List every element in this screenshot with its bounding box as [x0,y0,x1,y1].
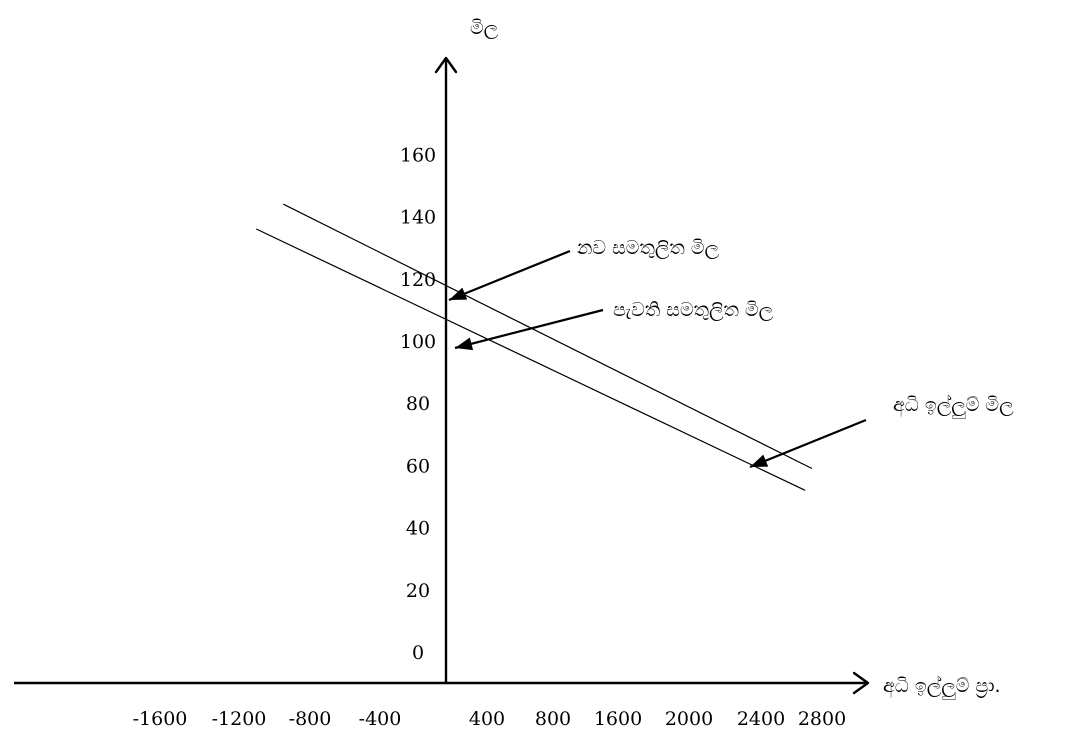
series-lines [256,203,813,491]
annotation-arrowhead-3 [750,454,769,467]
y-tick-label: 20 [406,580,430,602]
y-axis-arrowhead [434,56,458,74]
annotations: නව සමතුලිත මිල පැවති සමතුලිත මිල අධි ඉල්ලු… [448,237,1014,469]
annotation-label-3: අධි ඉල්ලුම් මිල [893,394,1014,419]
series-line-1 [283,203,813,470]
annotation-arrow-3 [749,418,867,469]
annotation-arrowhead-2 [455,337,474,351]
y-tick-label: 140 [400,207,436,229]
annotation-label-1: නව සමතුලිත මිල [577,237,720,259]
x-tick-label: -1200 [212,708,267,730]
x-tick-label: 400 [469,708,505,730]
y-tick-label: 120 [400,269,436,291]
annotation-arrow-1 [448,249,571,302]
x-axis-arrowhead [852,671,870,695]
annotation-arrowhead-1 [449,287,468,300]
x-tick-label: 2000 [665,708,713,730]
y-tick-label: 100 [400,331,436,353]
y-tick-label: 0 [412,642,424,664]
x-tick-label: -1600 [133,708,188,730]
y-axis-label: මිල [470,17,499,39]
x-tick-label: -400 [359,708,402,730]
annotation-arrow-2 [454,308,604,350]
annotation-label-2: පැවති සමතුලිත මිල [613,299,774,321]
x-tick-label: 2800 [798,708,846,730]
y-tick-label: 40 [406,518,430,540]
x-tick-label: 1600 [594,708,642,730]
x-tick-label: -800 [289,708,332,730]
y-tick-label: 60 [406,455,430,477]
x-tick-label: 2400 [737,708,785,730]
y-tick-label: 160 [400,144,436,166]
x-axis-label: අධි ඉල්ලුම් ප්‍රා. [883,675,1001,700]
x-tick-labels: -1600 -1200 -800 -400 400 800 1600 2000 2400 2800 [133,708,847,730]
x-tick-label: 800 [535,708,571,730]
y-tick-labels: 0 20 40 60 80 100 120 140 160 [400,144,436,664]
series-line-2 [256,228,806,491]
y-tick-label: 80 [406,393,430,415]
